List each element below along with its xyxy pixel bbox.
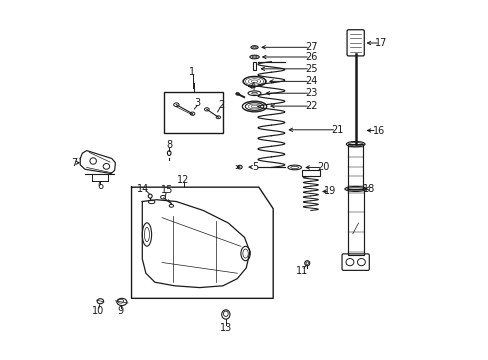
Text: 10: 10 (92, 306, 104, 315)
Text: 12: 12 (177, 175, 189, 185)
Text: 4: 4 (249, 82, 255, 92)
Bar (252, 62, 256, 70)
Text: 7: 7 (71, 158, 77, 168)
Text: 26: 26 (305, 52, 317, 62)
Text: 22: 22 (305, 101, 317, 111)
Text: 3: 3 (194, 98, 200, 108)
Text: 11: 11 (295, 266, 307, 276)
Bar (348, 144, 362, 189)
Text: 25: 25 (305, 64, 317, 74)
Text: 9: 9 (118, 306, 123, 315)
Text: 16: 16 (372, 126, 385, 135)
Text: 8: 8 (166, 140, 172, 150)
Bar (347, 189, 363, 255)
Text: 20: 20 (317, 162, 329, 172)
Text: 23: 23 (305, 88, 317, 98)
Text: 24: 24 (305, 76, 317, 86)
Bar (163, 92, 223, 134)
Text: 14: 14 (137, 184, 149, 194)
Text: 18: 18 (363, 184, 375, 194)
Bar (301, 170, 319, 176)
Text: 17: 17 (374, 38, 387, 48)
Text: 19: 19 (324, 186, 336, 197)
Text: 27: 27 (305, 42, 317, 52)
Text: 1: 1 (189, 67, 195, 77)
Text: 6: 6 (97, 181, 103, 192)
Text: 5: 5 (252, 162, 258, 172)
Text: 15: 15 (161, 185, 173, 195)
Text: 21: 21 (331, 125, 343, 135)
Text: 2: 2 (218, 100, 224, 111)
Text: 13: 13 (219, 323, 231, 333)
